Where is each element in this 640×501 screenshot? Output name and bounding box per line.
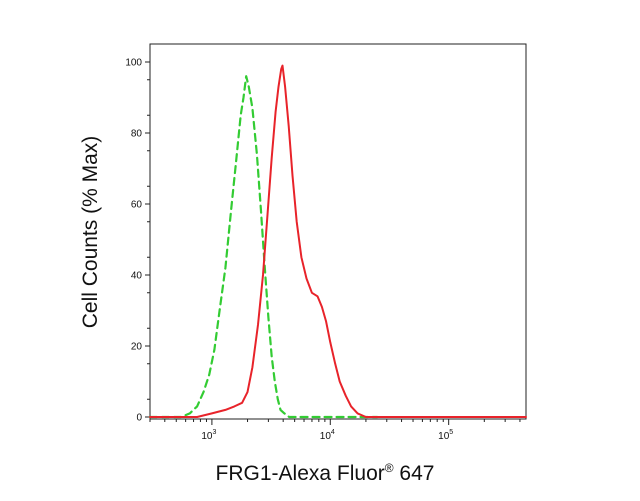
x-axis-title-suffix: 647 bbox=[394, 462, 435, 485]
y-tick-label-60: 60 bbox=[131, 200, 143, 211]
y-axis-title: Cell Counts (% Max) bbox=[79, 136, 102, 329]
x-tick-label-10e3: 103 bbox=[201, 429, 216, 442]
y-tick-label-0: 0 bbox=[136, 413, 142, 424]
x-tick-exponent: 4 bbox=[331, 429, 335, 436]
x-tick-label-10e5: 105 bbox=[438, 429, 453, 442]
series-layer bbox=[148, 64, 527, 419]
x-tick-label-10e4: 104 bbox=[320, 429, 335, 442]
x-minor-ticks bbox=[149, 419, 521, 422]
control-histogram-line bbox=[148, 75, 379, 419]
x-axis: 103 104 105 bbox=[201, 419, 453, 442]
x-tick-base: 10 bbox=[438, 431, 450, 442]
x-axis-title-main: FRG1-Alexa Fluor bbox=[216, 462, 385, 485]
plot-frame bbox=[149, 43, 527, 420]
x-tick-base: 10 bbox=[320, 431, 332, 442]
y-tick-label-20: 20 bbox=[131, 342, 143, 353]
y-tick-label-40: 40 bbox=[131, 271, 143, 282]
y-tick-label-80: 80 bbox=[131, 129, 143, 140]
x-axis-title: FRG1-Alexa Fluor® 647 bbox=[216, 461, 435, 485]
y-axis: 0 20 40 60 80 100 bbox=[125, 58, 150, 424]
sample-histogram-line bbox=[149, 64, 527, 418]
x-tick-exponent: 5 bbox=[449, 429, 453, 436]
x-tick-base: 10 bbox=[201, 431, 213, 442]
y-tick-label-100: 100 bbox=[125, 58, 142, 69]
x-tick-exponent: 3 bbox=[213, 429, 217, 436]
registered-mark: ® bbox=[385, 461, 394, 475]
